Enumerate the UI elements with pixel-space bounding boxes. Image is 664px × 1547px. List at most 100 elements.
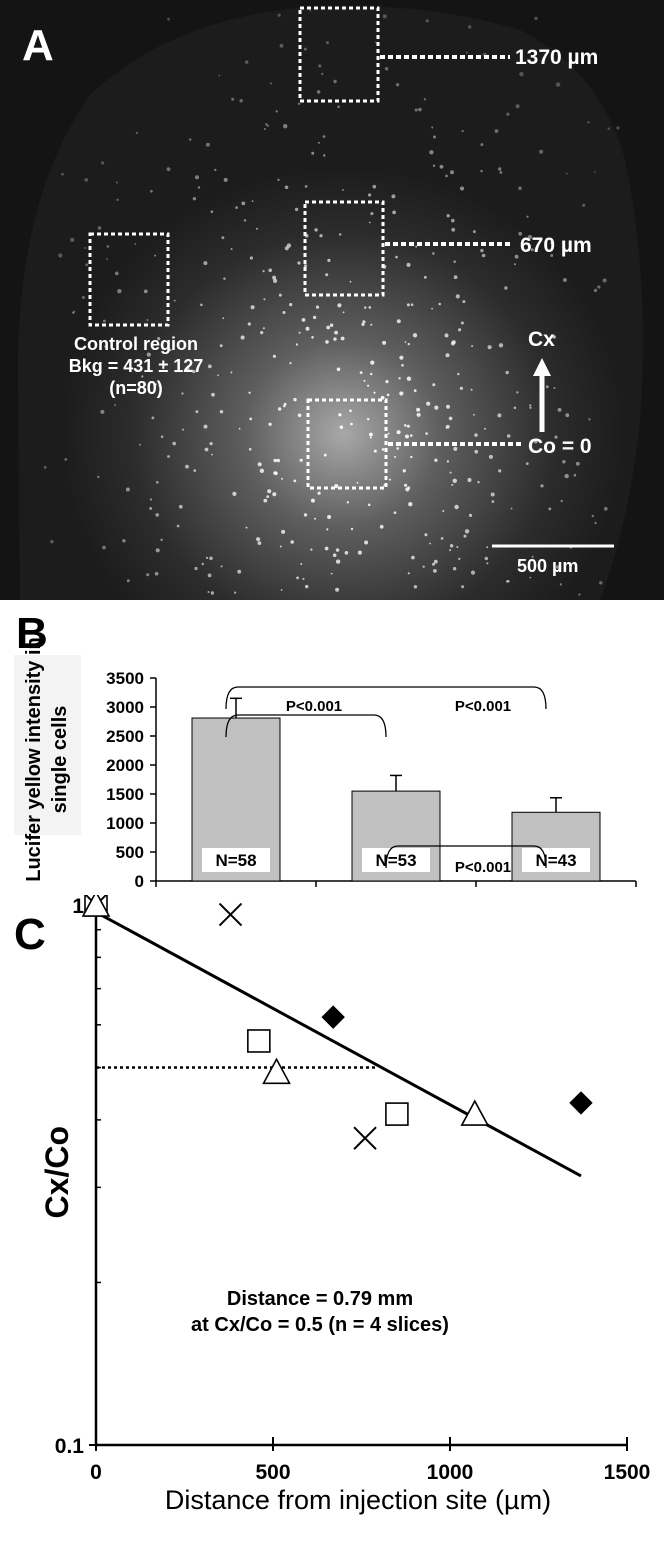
data-point-cross	[353, 1126, 377, 1150]
cell-dot	[269, 82, 272, 85]
cell-dot	[602, 278, 607, 283]
cell-dot	[186, 367, 190, 371]
label-670um: 670 µm	[520, 234, 592, 257]
cell-dot	[559, 583, 563, 586]
fit-annotation-line-2: at Cx/Co = 0.5 (n = 4 slices)	[191, 1314, 449, 1336]
cell-dot	[325, 340, 329, 344]
data-point-triangle	[262, 1057, 291, 1085]
n-label: N=58	[215, 851, 256, 870]
cell-dot	[335, 587, 340, 592]
cell-dot	[446, 460, 450, 463]
cell-dot	[368, 193, 372, 197]
cell-dot	[150, 189, 153, 193]
cell-dot	[393, 511, 397, 514]
cell-dot	[407, 572, 410, 575]
cell-dot	[582, 203, 586, 207]
cell-dot	[61, 172, 64, 176]
cell-dot	[445, 353, 450, 358]
cell-dot	[471, 345, 474, 348]
cell-dot	[587, 121, 590, 124]
cell-dot	[593, 171, 596, 174]
cell-dot	[594, 521, 597, 525]
cell-dot	[298, 331, 301, 334]
cell-dot	[410, 434, 413, 437]
cell-dot	[359, 371, 363, 374]
cell-dot	[394, 455, 396, 458]
cell-dot	[395, 83, 400, 87]
cell-dot	[305, 584, 309, 589]
cell-dot	[510, 507, 513, 510]
cell-dot	[344, 551, 349, 555]
cell-dot	[155, 548, 160, 553]
cell-dot	[178, 504, 183, 509]
cell-dot	[338, 413, 342, 417]
n-label-box	[362, 848, 430, 872]
cell-dot	[362, 320, 366, 324]
cell-dot	[314, 517, 316, 520]
cell-dot	[461, 130, 464, 133]
cell-dot	[188, 138, 192, 141]
cell-dot	[406, 376, 412, 381]
cell-dot	[379, 524, 384, 529]
cell-dot	[238, 427, 241, 430]
cell-dot	[250, 305, 255, 310]
cell-dot	[449, 471, 452, 474]
cell-dot	[399, 391, 404, 396]
cell-dot	[402, 469, 406, 473]
cell-dot	[367, 503, 371, 507]
cell-dot	[239, 99, 243, 103]
cell-dot	[431, 307, 433, 310]
cell-dot	[529, 576, 532, 579]
cell-dot	[259, 468, 265, 473]
cell-dot	[195, 410, 199, 414]
cell-dot	[205, 142, 210, 147]
cell-dot	[256, 227, 258, 230]
cell-dot	[513, 263, 516, 266]
cell-dot	[459, 386, 463, 390]
cell-dot	[240, 335, 245, 340]
cell-dot	[552, 335, 556, 339]
fit-annotation-line-1: Distance = 0.79 mm	[227, 1288, 413, 1310]
y-axis-label: Cx/Co	[39, 1126, 75, 1218]
cell-dot	[251, 200, 254, 203]
cell-dot	[339, 233, 342, 236]
cell-dot	[289, 303, 293, 307]
cell-dot	[416, 407, 421, 412]
cell-dot	[458, 328, 462, 332]
cell-dot	[465, 51, 468, 54]
cell-dot	[103, 345, 106, 348]
cell-dot	[81, 296, 85, 299]
panel-a-letter: A	[22, 21, 54, 70]
cell-dot	[432, 164, 436, 167]
cell-dot	[84, 178, 89, 182]
cell-dot	[396, 430, 401, 435]
cell-dot	[368, 221, 371, 224]
cell-dot	[72, 311, 75, 314]
cell-dot	[106, 258, 108, 260]
cell-dot	[385, 380, 389, 384]
cell-dot	[350, 527, 354, 531]
cell-dot	[222, 317, 225, 320]
cell-dot	[194, 566, 198, 571]
panel-c-scatter-chart: C 0.1 1 0 500 1000 1500 Distance from injectio…	[0, 895, 664, 1547]
cell-dot	[550, 254, 554, 257]
cell-dot	[211, 392, 215, 397]
cell-dot	[219, 344, 223, 348]
cell-dot	[490, 492, 495, 497]
cell-dot	[405, 487, 410, 492]
cell-dot	[334, 330, 338, 335]
cell-dot	[134, 243, 137, 246]
cell-dot	[176, 524, 180, 528]
cell-dot	[440, 537, 444, 540]
cell-dot	[474, 433, 478, 437]
cell-dot	[346, 501, 349, 504]
cell-dot	[237, 569, 242, 574]
cell-dot	[395, 255, 398, 259]
cell-dot	[337, 105, 340, 109]
cell-dot	[480, 169, 483, 173]
cell-dot	[325, 273, 329, 277]
cell-dot	[101, 161, 105, 165]
cell-dot	[268, 268, 273, 273]
cell-dot	[356, 481, 359, 484]
cell-dot	[337, 303, 342, 308]
